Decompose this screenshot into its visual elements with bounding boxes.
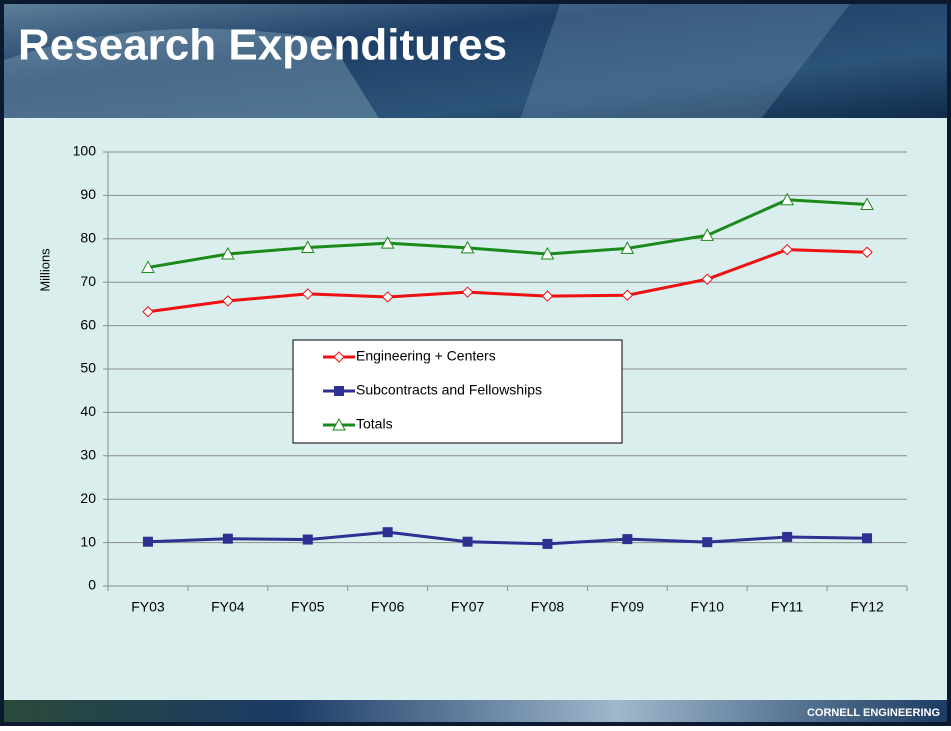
marker [302,534,313,545]
footer-photo [4,700,947,722]
marker [460,240,475,254]
marker [222,295,234,307]
marker [142,536,153,547]
header-photo [4,4,947,120]
marker [461,286,474,298]
x-tick-label: FY08 [531,599,565,615]
marker [780,192,794,206]
marker [540,246,555,260]
marker [541,290,554,302]
y-tick-label: 40 [80,403,96,419]
x-tick-label: FY07 [451,599,485,615]
marker [542,538,553,549]
footer-text: CORNELL ENGINEERING [807,707,940,719]
marker [302,288,314,300]
x-tick-label: FY12 [850,599,884,615]
y-tick-label: 60 [80,316,96,332]
marker [622,534,633,545]
x-tick-label: FY10 [691,599,725,615]
slide-title: Research Expenditures [18,21,507,70]
marker [701,273,713,285]
y-tick-label: 10 [80,533,96,549]
marker [621,289,634,301]
x-tick-label: FY06 [371,599,405,615]
x-tick-label: FY03 [131,599,165,615]
header-shape [520,4,850,120]
marker [142,306,154,318]
x-tick-label: FY05 [291,599,325,615]
x-tick-label: FY11 [771,599,804,615]
marker [620,241,635,254]
marker [222,533,233,544]
y-axis-label: Millions [37,248,52,292]
y-tick-label: 0 [88,577,96,593]
marker [141,260,155,273]
x-tick-label: FY04 [211,599,245,615]
y-tick-label: 50 [80,360,96,376]
marker [702,537,713,548]
legend-label: Subcontracts and Fellowships [356,382,542,398]
series-line [147,198,868,269]
series-line [147,248,868,314]
marker [462,536,473,547]
marker [782,531,793,542]
header-shape [4,28,380,120]
marker [382,527,393,538]
y-tick-label: 90 [80,186,96,202]
y-tick-label: 20 [80,490,96,506]
series-line [147,530,868,546]
x-tick-label: FY09 [611,599,645,615]
marker [861,246,873,258]
marker [333,351,345,363]
legend: Engineering + Centers Subcontracts and Fe… [292,339,623,444]
y-tick-label: 70 [80,273,96,289]
marker [300,240,315,253]
marker [700,228,715,241]
y-tick-label: 30 [80,447,96,463]
legend-label: Engineering + Centers [356,348,496,364]
marker [380,236,395,249]
y-tick-label: 100 [73,143,97,159]
marker [862,533,873,544]
y-tick-label: 80 [80,230,96,246]
marker [221,246,235,260]
marker [860,197,874,211]
marker [332,417,346,431]
marker [334,386,344,396]
marker [381,291,394,303]
marker [781,243,793,256]
legend-label: Totals [356,416,393,432]
